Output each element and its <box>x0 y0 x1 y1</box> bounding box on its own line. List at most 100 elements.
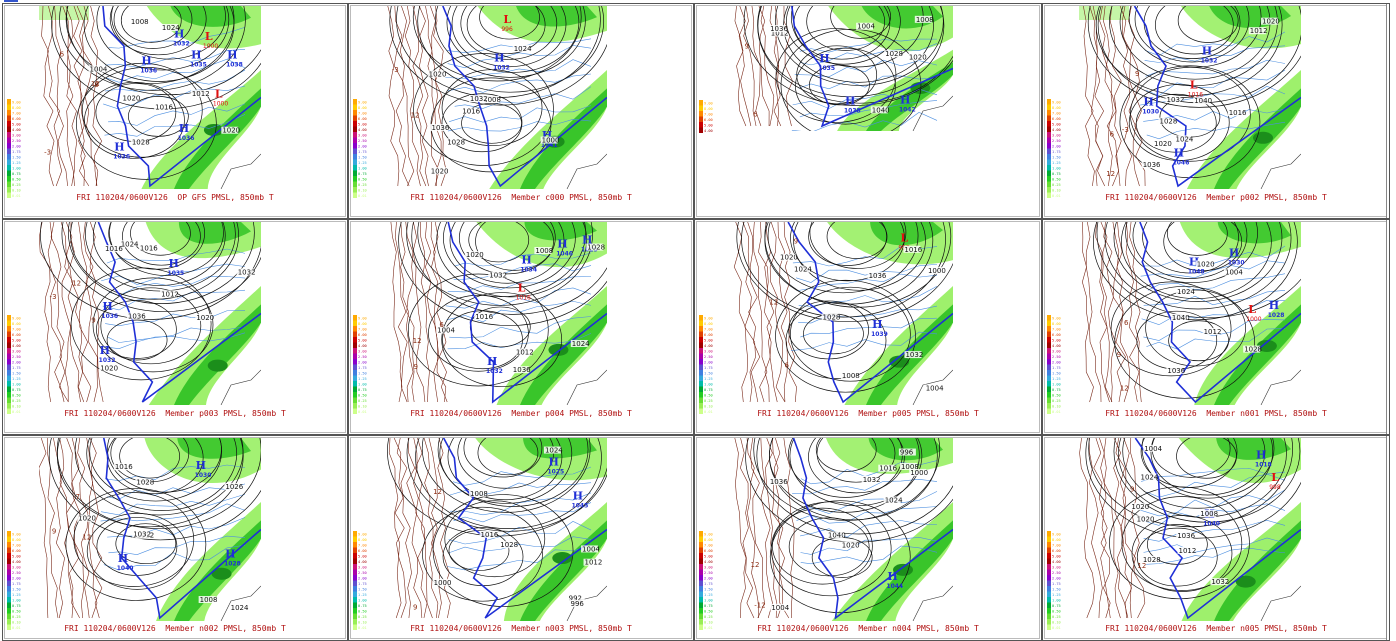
legend-swatch <box>1047 326 1051 332</box>
isobar <box>774 6 944 86</box>
temp-contour <box>108 26 246 49</box>
legend-swatch <box>699 100 703 106</box>
isobar <box>468 222 530 263</box>
isobar <box>435 6 586 78</box>
legend-swatch <box>1047 148 1051 154</box>
legend-swatch <box>1047 591 1051 597</box>
ensemble-panel[interactable]: 9.00 8.00 7.00 6.00 5.00 4.00 3.00 2.50 2.00 1.75… <box>2 3 348 219</box>
legend-value: 7.00 <box>12 328 21 332</box>
low-pressure-symbol: L <box>215 87 223 100</box>
legend-swatch <box>353 99 357 105</box>
legend-swatch <box>699 586 703 592</box>
legend-value: 0.50 <box>704 610 713 614</box>
temp-contour <box>420 222 430 403</box>
legend-value: 0.75 <box>358 388 367 392</box>
legend-value: 0.75 <box>12 388 21 392</box>
temp-contour <box>437 438 451 619</box>
legend-value: 0.50 <box>358 610 367 614</box>
isobar-label: 1016 <box>105 245 123 253</box>
legend-value: 2.50 <box>12 355 21 359</box>
high-pressure-symbol: H <box>118 552 128 565</box>
isobar-label: 1036 <box>770 478 788 486</box>
ensemble-panel[interactable]: 9.00 8.00 7.00 6.00 5.00 4.00 3.00 2.50 2.00 1.75… <box>2 435 348 641</box>
temperature-label: 12 <box>1137 562 1146 570</box>
ensemble-panel[interactable]: 9.00 8.00 7.00 6.00 5.00 4.00 3.00 2.50 2.00 1.75… <box>348 219 694 435</box>
ensemble-panel[interactable]: 9.00 8.00 7.00 6.00 5.00 4.00 3.00 2.50 2.00 1.75… <box>1042 3 1390 219</box>
temp-contour <box>798 305 938 324</box>
legend-value: 2.00 <box>704 577 713 581</box>
legend-swatch <box>7 608 11 614</box>
freezing-line <box>1134 438 1301 620</box>
legend-swatch <box>353 115 357 121</box>
freezing-line <box>787 222 953 404</box>
isobar <box>48 438 261 541</box>
legend-swatch <box>1047 315 1051 321</box>
high-pressure-symbol: H <box>900 93 910 106</box>
top-link-fragment[interactable] <box>4 0 18 2</box>
temperature-label: 12 <box>411 112 420 120</box>
ensemble-panel[interactable]: 9.00 8.00 7.00 6.00 5.00 4.00 3.00 2.50 2.00 1.75… <box>348 435 694 641</box>
temperature-label: 9 <box>794 238 798 246</box>
isobar <box>1163 222 1243 272</box>
legend-swatch <box>699 597 703 603</box>
legend-swatch <box>1047 176 1051 182</box>
high-pressure-symbol: H <box>542 129 552 142</box>
temp-contour <box>454 252 592 267</box>
ensemble-panel[interactable]: 9.00 8.00 7.00 6.00 5.00 4.00 3.00 2.50 2.00 1.75… <box>694 219 1042 435</box>
ensemble-panel[interactable]: 9.00 8.00 7.00 6.00 5.00 4.00 3.00 2.50 2.00 1.75… <box>694 435 1042 641</box>
legend-swatch <box>1047 353 1051 359</box>
ensemble-panel[interactable]: 9.00 8.00 7.00 6.00 5.00 4.00 3.00 2.50 2.00 1.75… <box>1042 219 1390 435</box>
pmsl-850mb-map: H1045H1025992996100010041008101210161028… <box>385 438 607 621</box>
legend-value: 0.25 <box>12 183 21 187</box>
isobar <box>439 438 573 504</box>
temp-contour <box>1100 222 1113 403</box>
panel-caption: FRI 110204/0600V126 OP GFS PMSL, 850mb T <box>76 193 274 202</box>
temp-contour <box>90 6 103 187</box>
legend-value: 7.00 <box>1052 328 1061 332</box>
legend-swatch <box>699 342 703 348</box>
temp-contour <box>412 222 426 403</box>
precip-legend: 9.008.00 7.006.00 5.004.00 3.002.50 2.001.75… <box>699 315 713 414</box>
legend-value: 1.50 <box>1052 588 1061 592</box>
ensemble-panel[interactable]: 9.00 8.00 7.00 6.00 5.00 4.00 3.00 2.50 2.00 1.75… <box>2 219 348 435</box>
isobar-label: 1024 <box>1141 473 1159 481</box>
legend-value: 1.25 <box>12 161 21 165</box>
next-column-edge <box>1386 4 1389 218</box>
ensemble-panel[interactable]: 9.00 8.00 7.00 6.00 5.00 4.00 3.00 2.50 2.00 1.75… <box>348 3 694 219</box>
ensemble-panel[interactable]: 9.00 8.00 7.00 6.00 5.00 4.00 3.00 2.50 2.00 1.75… <box>1042 435 1390 641</box>
legend-value: 2.50 <box>704 571 713 575</box>
legend-value: 9.00 <box>12 533 21 537</box>
isobar-label: 1012 <box>516 349 534 357</box>
temp-contour <box>800 537 938 555</box>
isobar <box>1154 6 1234 55</box>
legend-value: 0.25 <box>704 399 713 403</box>
freezing-line <box>102 438 261 620</box>
legend-swatch <box>1047 608 1051 614</box>
ensemble-panel[interactable]: 9.00 8.00 7.00 6.00 5.00 4.00 H 1042 H 1038 H 1035 1… <box>694 3 1042 219</box>
legend-value: 6.00 <box>358 117 367 121</box>
legend-value: 0.10 <box>1052 405 1061 409</box>
temp-contour <box>1103 6 1119 187</box>
high-pressure-symbol: H <box>521 253 531 266</box>
isobar-label: 1028 <box>1143 556 1161 564</box>
legend-swatch <box>353 564 357 570</box>
legend-swatch <box>7 320 11 326</box>
low-pressure-value: 1016 <box>516 294 531 301</box>
high-pressure-symbol: H <box>1174 147 1184 160</box>
low-pressure-value: 1000 <box>213 100 228 107</box>
temp-contour <box>1142 245 1286 267</box>
legend-swatch <box>353 624 357 630</box>
legend-swatch <box>353 121 357 127</box>
legend-value: 5.00 <box>358 555 367 559</box>
high-pressure-value: 1030 <box>195 472 212 479</box>
isobar <box>389 6 607 106</box>
legend-swatch <box>353 364 357 370</box>
isobar-label: 1004 <box>857 23 875 31</box>
isobar-label: 1000 <box>928 267 946 275</box>
legend-swatch <box>7 408 11 414</box>
legend-value: 3.00 <box>12 350 21 354</box>
temperature-label: 9 <box>52 527 56 535</box>
temp-contour <box>393 438 407 619</box>
panel-caption: FRI 110204/0600V126 Member n005 PMSL, 85… <box>1105 624 1327 633</box>
high-pressure-symbol: H <box>141 55 151 68</box>
